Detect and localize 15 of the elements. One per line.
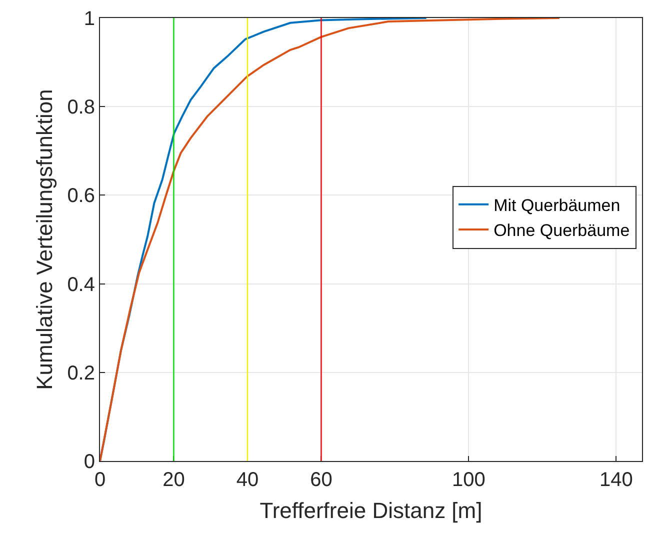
y-tick-label: 0.2 xyxy=(67,362,95,384)
y-tick-label: 0.8 xyxy=(67,96,95,119)
legend-label: Mit Querbäumen xyxy=(494,196,620,216)
legend-label: Ohne Querbäume xyxy=(494,221,630,240)
x-tick-label: 40 xyxy=(236,469,259,491)
y-tick-label: 1 xyxy=(84,8,95,30)
x-axis-title: Trefferfreie Distanz [m] xyxy=(260,498,482,523)
y-tick-label: 0.6 xyxy=(67,185,95,208)
x-tick-label: 60 xyxy=(310,469,332,491)
x-tick-label: 140 xyxy=(600,469,633,491)
y-axis-title: Kumulative Verteilungsfunktion xyxy=(32,89,57,390)
x-tick-label: 100 xyxy=(452,469,486,491)
x-tick-label: 20 xyxy=(162,469,185,491)
y-tick-label: 0.4 xyxy=(67,274,95,296)
y-tick-label: 0 xyxy=(84,451,95,473)
